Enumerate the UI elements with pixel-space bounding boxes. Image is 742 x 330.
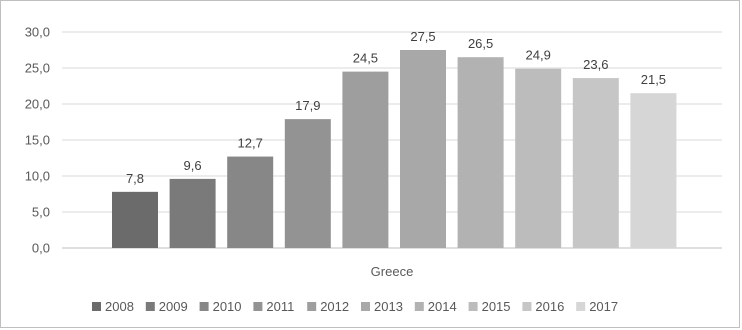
legend-label-2008: 2008: [105, 299, 134, 314]
bar-2013: [400, 50, 446, 248]
bar-2015: [515, 68, 562, 248]
data-label-2016: 23,6: [583, 57, 608, 72]
data-label-2009: 9,6: [184, 158, 202, 173]
legend: 2008 2009 2010 2011 2012 2013 2014 2015 2016 2017: [92, 299, 618, 314]
legend-label-2014: 2014: [428, 299, 457, 314]
legend-label-2013: 2013: [374, 299, 403, 314]
legend-label-2015: 2015: [482, 299, 511, 314]
y-tick-label: 0,0: [32, 241, 50, 256]
bar-2010: [227, 156, 274, 248]
bars: [112, 50, 677, 249]
data-label-2010: 12,7: [238, 136, 263, 151]
x-category-label: Greece: [371, 264, 414, 279]
y-axis-ticks: 0,0 5,0 10,0 15,0 20,0 25,0 30,0: [25, 25, 50, 256]
data-label-2017: 21,5: [641, 72, 666, 87]
data-label-2014: 26,5: [468, 36, 493, 51]
data-label-2008: 7,8: [126, 171, 144, 186]
bar-2014: [457, 57, 504, 249]
bar-2008: [112, 191, 158, 248]
y-tick-label: 25,0: [25, 61, 50, 76]
legend-swatch-2010: [199, 302, 209, 311]
bar-2011: [284, 119, 331, 249]
legend-swatch-2016: [522, 302, 532, 311]
y-tick-label: 10,0: [25, 169, 50, 184]
x-axis-categories: Greece: [371, 264, 414, 279]
bar-2017: [630, 93, 677, 248]
legend-label-2010: 2010: [213, 299, 242, 314]
bar-2016: [572, 78, 619, 248]
legend-swatch-2009: [145, 302, 155, 311]
legend-label-2012: 2012: [320, 299, 349, 314]
data-label-2015: 24,9: [526, 48, 551, 63]
y-tick-label: 5,0: [32, 205, 50, 220]
legend-swatch-2017: [576, 302, 586, 311]
legend-swatch-2014: [414, 302, 424, 311]
y-tick-label: 20,0: [25, 97, 50, 112]
legend-label-2017: 2017: [589, 299, 618, 314]
gridlines: [62, 31, 722, 249]
legend-swatch-2008: [92, 302, 101, 311]
legend-swatch-2012: [307, 302, 317, 311]
data-label-2013: 27,5: [410, 29, 435, 44]
data-labels: 7,8 9,6 12,7 17,9 24,5 27,5 26,5 24,9 23,6 21,5: [126, 29, 666, 186]
legend-swatch-2011: [253, 302, 263, 311]
legend-label-2016: 2016: [535, 299, 564, 314]
y-tick-label: 15,0: [25, 133, 50, 148]
bar-2009: [169, 178, 216, 248]
data-label-2011: 17,9: [295, 98, 320, 113]
legend-swatch-2015: [468, 302, 478, 311]
legend-label-2009: 2009: [159, 299, 188, 314]
legend-label-2011: 2011: [266, 299, 294, 314]
y-tick-label: 30,0: [25, 25, 50, 40]
data-label-2012: 24,5: [353, 51, 378, 66]
legend-swatch-2013: [361, 302, 370, 311]
bar-2012: [342, 71, 389, 248]
